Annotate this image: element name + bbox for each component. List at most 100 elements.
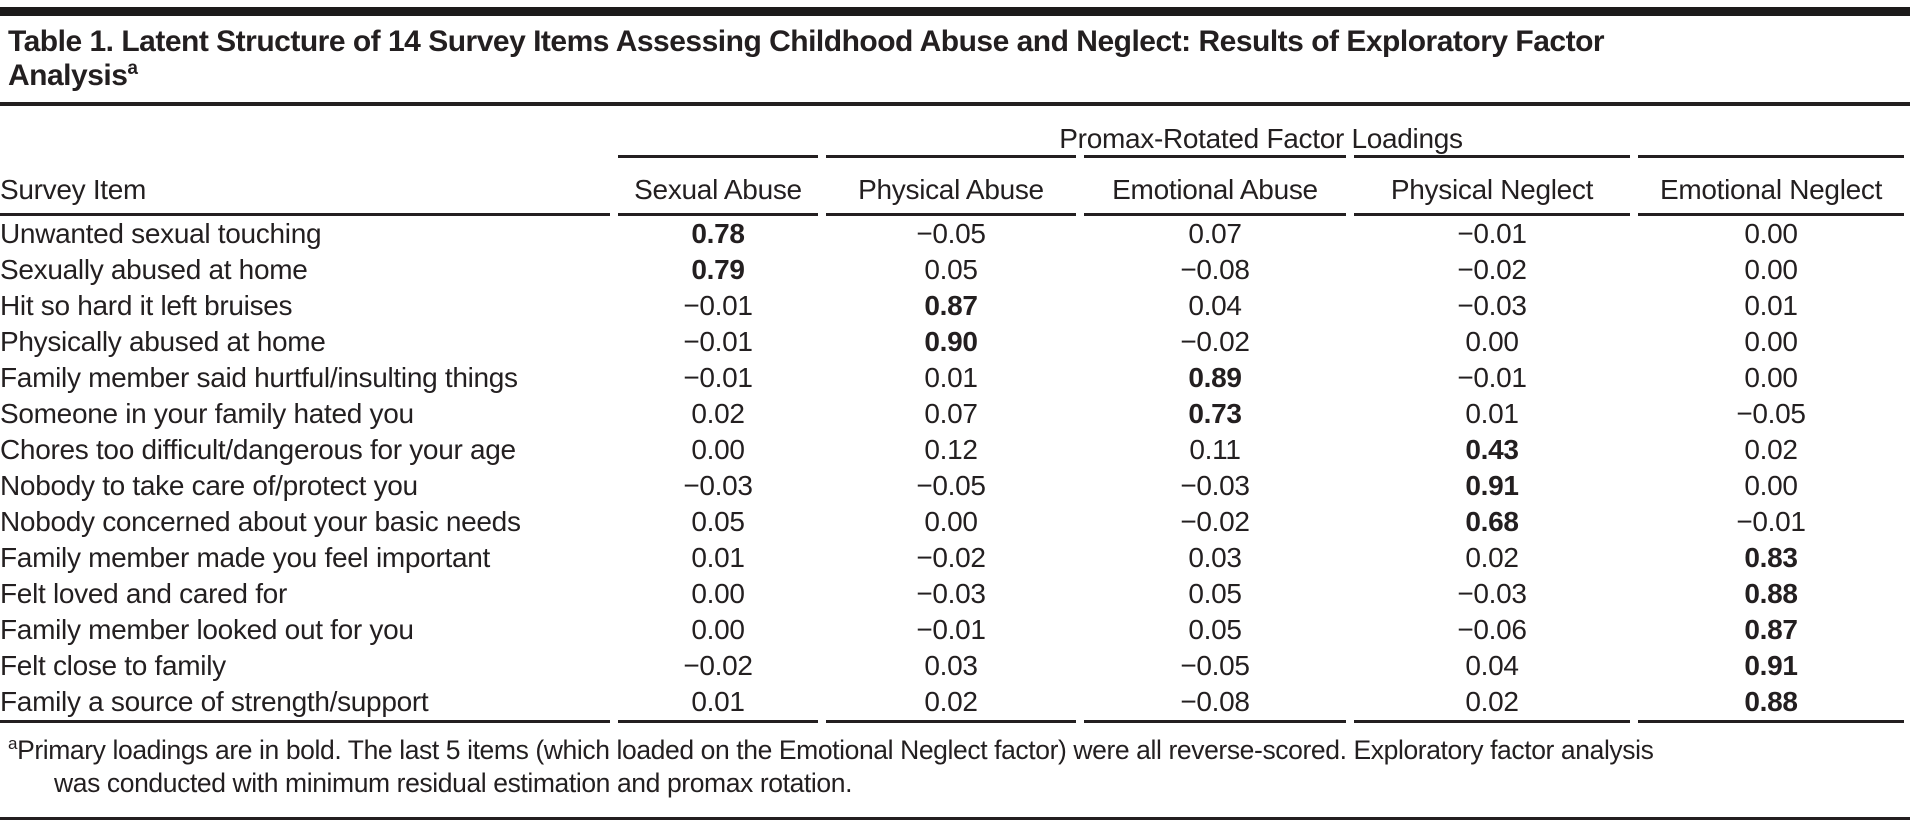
loading-cell: 0.02	[1465, 542, 1519, 573]
table-row: Nobody concerned about your basic needs 0…	[0, 504, 1904, 540]
survey-item-cell: Sexually abused at home	[0, 254, 308, 285]
survey-item-cell: Family member said hurtful/insulting thi…	[0, 362, 518, 393]
primary-loading-cell: 0.79	[691, 254, 745, 285]
table-row: Nobody to take care of/protect you −0.03 −…	[0, 468, 1904, 504]
primary-loading-cell: 0.89	[1188, 362, 1242, 393]
footnote-text-1: Primary loadings are in bold. The last 5…	[17, 735, 1654, 765]
loading-cell: 0.07	[924, 398, 978, 429]
survey-item-cell: Family a source of strength/support	[0, 684, 610, 723]
table-row: Sexually abused at home 0.79 0.05 −0.08 −0.0…	[0, 252, 1904, 288]
loading-cell: 0.01	[691, 542, 745, 573]
bottom-border-rule	[0, 817, 1910, 820]
loading-cell: 0.01	[1744, 290, 1798, 321]
loading-cell: −0.01	[1457, 218, 1527, 249]
table-title: Table 1. Latent Structure of 14 Survey I…	[0, 16, 1910, 102]
top-border-bar	[0, 7, 1910, 16]
loading-cell: −0.08	[1180, 254, 1250, 285]
primary-loading-cell: 0.68	[1465, 506, 1519, 537]
loading-cell: 0.02	[1744, 434, 1798, 465]
loading-cell: 0.00	[1744, 218, 1798, 249]
column-header-physical-abuse: Physical Abuse	[826, 155, 1076, 216]
loading-cell: −0.05	[916, 470, 986, 501]
table-title-text-1: Table 1. Latent Structure of 14 Survey I…	[8, 25, 1605, 58]
factor-loadings-table: Promax-Rotated Factor Loadings Survey It…	[0, 106, 1910, 723]
primary-loading-cell: 0.90	[924, 326, 978, 357]
survey-item-cell: Felt loved and cared for	[0, 578, 287, 609]
loading-cell: 0.00	[691, 614, 745, 645]
loading-cell: −0.01	[683, 362, 753, 393]
table-row: Hit so hard it left bruises −0.01 0.87 0.04…	[0, 288, 1904, 324]
table-title-line-2: Analysisa	[8, 59, 1902, 93]
primary-loading-cell: 0.87	[924, 290, 978, 321]
loading-cell: −0.01	[1457, 362, 1527, 393]
loading-cell: −0.03	[1180, 470, 1250, 501]
survey-item-cell: Nobody concerned about your basic needs	[0, 506, 521, 537]
table-row: Physically abused at home −0.01 0.90 −0.02 0…	[0, 324, 1904, 360]
loading-cell: 0.07	[1188, 218, 1242, 249]
footnote-text-2: was conducted with minimum residual esti…	[54, 768, 853, 798]
loading-cell: 0.05	[924, 254, 978, 285]
survey-item-cell: Nobody to take care of/protect you	[0, 470, 418, 501]
table-row: Chores too difficult/dangerous for your …	[0, 432, 1904, 468]
loading-cell: −0.05	[1736, 398, 1806, 429]
loading-cell: −0.01	[683, 326, 753, 357]
table-row: Family member said hurtful/insulting thi…	[0, 360, 1904, 396]
loading-cell: −0.03	[683, 470, 753, 501]
table-body: Unwanted sexual touching 0.78 −0.05 0.07 −0.…	[0, 216, 1905, 723]
primary-loading-cell: 0.88	[1744, 578, 1798, 609]
loading-cell: 0.05	[1188, 614, 1242, 645]
loading-cell: −0.03	[1457, 290, 1527, 321]
loading-cell: −0.06	[1457, 614, 1527, 645]
survey-item-cell: Hit so hard it left bruises	[0, 290, 293, 321]
loading-cell: 0.11	[1189, 434, 1241, 465]
survey-item-cell: Unwanted sexual touching	[0, 218, 322, 249]
loading-cell: −0.03	[1457, 578, 1527, 609]
survey-item-cell: Someone in your family hated you	[0, 398, 414, 429]
loading-cell: −0.01	[916, 614, 986, 645]
loading-cell: 0.00	[691, 434, 745, 465]
loading-cell: 0.05	[1188, 578, 1242, 609]
survey-item-cell: Family member made you feel important	[0, 542, 490, 573]
column-header-emotional-neglect: Emotional Neglect	[1638, 155, 1905, 216]
loading-cell: 0.02	[691, 398, 745, 429]
loading-cell: 0.00	[1744, 254, 1798, 285]
primary-loading-cell: 0.43	[1465, 434, 1519, 465]
loading-cell: 0.00	[924, 506, 978, 537]
loading-cell: −0.02	[683, 650, 753, 681]
loading-cell: 0.00	[1744, 470, 1798, 501]
spanning-header-spacer	[0, 106, 610, 155]
primary-loading-cell: 0.78	[691, 218, 745, 249]
loading-cell: 0.01	[1465, 398, 1519, 429]
column-header-emotional-abuse: Emotional Abuse	[1084, 155, 1346, 216]
primary-loading-cell: 0.87	[1744, 614, 1798, 645]
loading-cell: −0.01	[1736, 506, 1806, 537]
table-footnote: aPrimary loadings are in bold. The last …	[0, 723, 1910, 800]
loading-cell: 0.03	[924, 650, 978, 681]
loading-cell: 0.00	[1465, 326, 1519, 357]
survey-item-cell: Felt close to family	[0, 650, 226, 681]
table-row: Someone in your family hated you 0.02 0.07…	[0, 396, 1904, 432]
primary-loading-cell: 0.73	[1188, 398, 1242, 429]
spanning-header: Promax-Rotated Factor Loadings	[1059, 123, 1463, 154]
column-header-sexual-abuse: Sexual Abuse	[618, 155, 818, 216]
factor-header-row: Survey Item Sexual Abuse Physical Abuse Em…	[0, 155, 1905, 216]
loading-cell: −0.01	[683, 290, 753, 321]
table-row: Family member made you feel important 0.0…	[0, 540, 1904, 576]
loading-cell: 0.01	[924, 362, 978, 393]
loading-cell: 0.03	[1188, 542, 1242, 573]
table-row: Family member looked out for you 0.00 −0.0…	[0, 612, 1904, 648]
footnote-line-1: aPrimary loadings are in bold. The last …	[8, 734, 1902, 767]
loading-cell: 0.02	[826, 684, 1076, 723]
title-footnote-marker: a	[127, 58, 138, 79]
loading-cell: 0.12	[924, 434, 978, 465]
loading-cell: 0.02	[1354, 684, 1630, 723]
table-title-line-1: Table 1. Latent Structure of 14 Survey I…	[8, 25, 1902, 59]
survey-item-cell: Family member looked out for you	[0, 614, 414, 645]
column-header-physical-neglect: Physical Neglect	[1354, 155, 1630, 216]
loading-cell: −0.02	[916, 542, 986, 573]
title-rule	[0, 102, 1910, 106]
loading-cell: 0.04	[1465, 650, 1519, 681]
column-header-survey-item: Survey Item	[0, 155, 610, 216]
loading-cell: 0.05	[691, 506, 745, 537]
